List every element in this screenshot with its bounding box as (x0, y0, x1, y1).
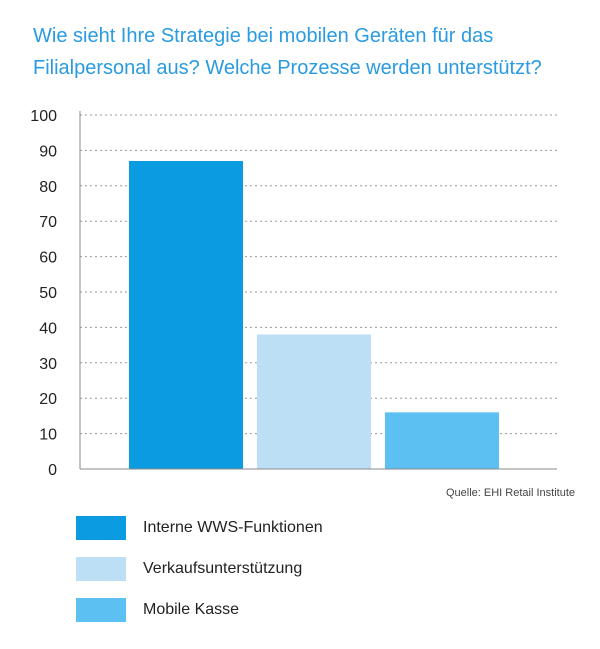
y-tick-label-20: 20 (39, 391, 57, 408)
y-tick-label-10: 10 (39, 427, 57, 444)
y-tick-label-100: 100 (30, 108, 57, 125)
source-note: Quelle: EHI Retail Institute (445, 487, 575, 499)
chart-title: Wie sieht Ihre Strategie bei mobilen Ger… (33, 20, 583, 84)
legend-swatch-mobile-kasse (76, 598, 126, 622)
y-tick-label-40: 40 (39, 320, 57, 337)
bar-2 (257, 334, 371, 469)
chart-title-line-2: Filialpersonal aus? Welche Prozesse werd… (33, 57, 542, 79)
legend-item-mobile-kasse: Mobile Kasse (76, 596, 323, 624)
legend-item-interne-wws: Interne WWS-Funktionen (76, 514, 323, 542)
y-tick-label-90: 90 (39, 143, 57, 160)
bar-3 (385, 412, 499, 469)
bar-chart: 0 10 20 30 40 50 60 70 80 90 100 (30, 108, 557, 479)
bar-1 (129, 161, 243, 469)
chart-title-line-1: Wie sieht Ihre Strategie bei mobilen Ger… (33, 25, 494, 47)
y-tick-label-80: 80 (39, 179, 57, 196)
y-tick-label-50: 50 (39, 285, 57, 302)
legend-swatch-verkaufsunterstuetzung (76, 557, 126, 581)
y-tick-label-0: 0 (48, 462, 57, 479)
legend-swatch-interne-wws (76, 516, 126, 540)
y-tick-label-70: 70 (39, 214, 57, 231)
y-tick-label-30: 30 (39, 356, 57, 373)
legend: Interne WWS-Funktionen Verkaufsunterstüt… (76, 514, 323, 637)
legend-item-verkaufsunterstuetzung: Verkaufsunterstützung (76, 555, 323, 583)
legend-label-mobile-kasse: Mobile Kasse (143, 601, 240, 618)
legend-label-verkaufsunterstuetzung: Verkaufsunterstützung (143, 560, 303, 577)
legend-label-interne-wws: Interne WWS-Funktionen (143, 519, 323, 536)
y-tick-label-60: 60 (39, 250, 57, 267)
